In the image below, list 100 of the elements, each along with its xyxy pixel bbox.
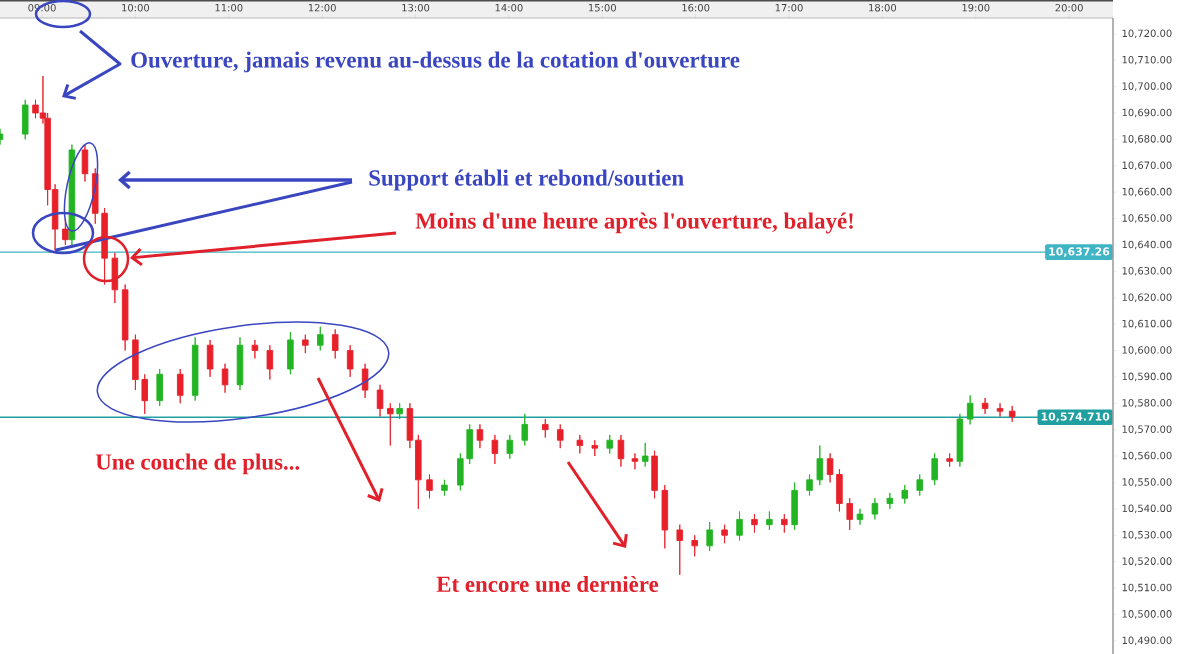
candlestick [266, 344, 274, 380]
candlestick [791, 482, 798, 531]
candlestick [557, 423, 564, 449]
candlestick [576, 434, 584, 454]
candlestick [826, 452, 834, 483]
candlestick [901, 484, 909, 505]
candlestick [466, 423, 473, 465]
candlestick [916, 474, 923, 497]
y-tick-label: 10,560.00 [1122, 451, 1172, 461]
candlestick [871, 497, 879, 520]
candlestick [706, 521, 713, 552]
y-tick-label: 10,720.00 [1122, 29, 1172, 39]
y-tick-label: 10,490.00 [1122, 636, 1172, 646]
candlestick [317, 326, 324, 351]
x-tick-label: 14:00 [495, 3, 523, 12]
candlestick [121, 284, 129, 351]
ref-line-label: 10,574.710 [1041, 412, 1110, 423]
y-tick-label: 10,710.00 [1122, 55, 1172, 65]
y-tick-label: 10,590.00 [1122, 372, 1172, 382]
candlestick [396, 402, 403, 420]
y-tick-label: 10,500.00 [1122, 610, 1172, 619]
candlestick [361, 363, 369, 399]
candlestick [426, 474, 433, 499]
candlestick [591, 439, 599, 457]
candlestick [981, 397, 989, 415]
ref-line-label: 10,637.26 [1049, 247, 1110, 258]
candlestick [415, 434, 422, 510]
candlestick [251, 339, 259, 359]
x-tick-label: 17:00 [775, 3, 803, 12]
y-tick-label: 10,630.00 [1122, 267, 1172, 276]
candlestick [387, 402, 394, 446]
x-tick-label: 15:00 [589, 3, 616, 12]
annotation: Et encore une dernière [436, 575, 659, 593]
y-tick-label: 10,510.00 [1122, 583, 1172, 593]
candlestick [1008, 405, 1016, 423]
annotation: Une couche de plus... [95, 453, 300, 475]
candlestick [641, 442, 649, 468]
candlestick [721, 524, 728, 544]
candlestick [781, 513, 788, 534]
y-tick-label: 10,680.00 [1122, 135, 1172, 144]
y-tick-label: 10,530.00 [1122, 530, 1172, 540]
candlestick [21, 99, 29, 140]
candlestick [617, 434, 625, 468]
candlestick [631, 452, 639, 470]
x-tick-label: 12:00 [308, 3, 336, 12]
candlestick [457, 452, 464, 491]
candlestick [606, 434, 613, 454]
candlestick [542, 418, 549, 439]
annotation: Moins d'une heure après l'ouverture, balayé! [415, 212, 853, 234]
y-tick-label: 10,660.00 [1122, 187, 1172, 197]
candlestick [846, 497, 853, 531]
candlestick [661, 484, 669, 549]
candlestick [476, 423, 484, 449]
y-tick-label: 10,640.00 [1122, 240, 1172, 250]
candlestick [736, 511, 743, 541]
y-tick-label: 10,570.00 [1122, 425, 1172, 434]
annotation: Support établi et rebond/soutien [369, 169, 684, 191]
candlestick [441, 479, 448, 497]
candlestick [491, 434, 499, 465]
candlestick [287, 331, 294, 375]
candlestick [676, 524, 684, 576]
candlestick [931, 452, 938, 486]
candlestick [156, 368, 163, 407]
candlestick [751, 513, 758, 534]
candlestick [346, 344, 354, 378]
candlestick [816, 445, 824, 486]
x-tick-label: 20:00 [1055, 3, 1083, 12]
x-tick-label: 19:00 [962, 3, 990, 12]
y-tick-label: 10,700.00 [1122, 82, 1172, 91]
candlestick [766, 511, 773, 531]
candlestick [651, 450, 658, 499]
candlestick [376, 384, 384, 417]
y-tick-label: 10,650.00 [1122, 214, 1172, 223]
y-tick-label: 10,520.00 [1122, 557, 1172, 566]
candlestick [406, 402, 414, 449]
candlestick [856, 508, 864, 526]
candlestick [206, 339, 214, 378]
candlestick [886, 492, 894, 510]
x-tick-label: 13:00 [402, 3, 430, 12]
y-tick-label: 10,670.00 [1122, 161, 1172, 171]
candlestick [836, 468, 843, 512]
candlestick [506, 434, 514, 460]
candlestick [946, 452, 953, 468]
annotation: Ouverture, jamais revenu au-dessus de la cotation d'ouverture [131, 51, 740, 73]
candlestick [176, 368, 184, 404]
y-tick-label: 10,610.00 [1122, 319, 1172, 329]
y-tick-label: 10,620.00 [1122, 293, 1172, 302]
x-tick-label: 16:00 [682, 3, 710, 12]
candlestick [68, 144, 76, 246]
candlestick [221, 363, 229, 394]
candlestick [132, 334, 139, 391]
candlestick [956, 413, 964, 468]
y-tick-label: 10,600.00 [1122, 346, 1172, 355]
candlestick [331, 328, 339, 359]
candlestick [141, 373, 148, 415]
candlestick [191, 336, 199, 402]
candlestick [691, 534, 698, 557]
candlestick [236, 336, 244, 391]
candlestick [966, 394, 974, 425]
y-tick-label: 10,690.00 [1122, 108, 1172, 118]
